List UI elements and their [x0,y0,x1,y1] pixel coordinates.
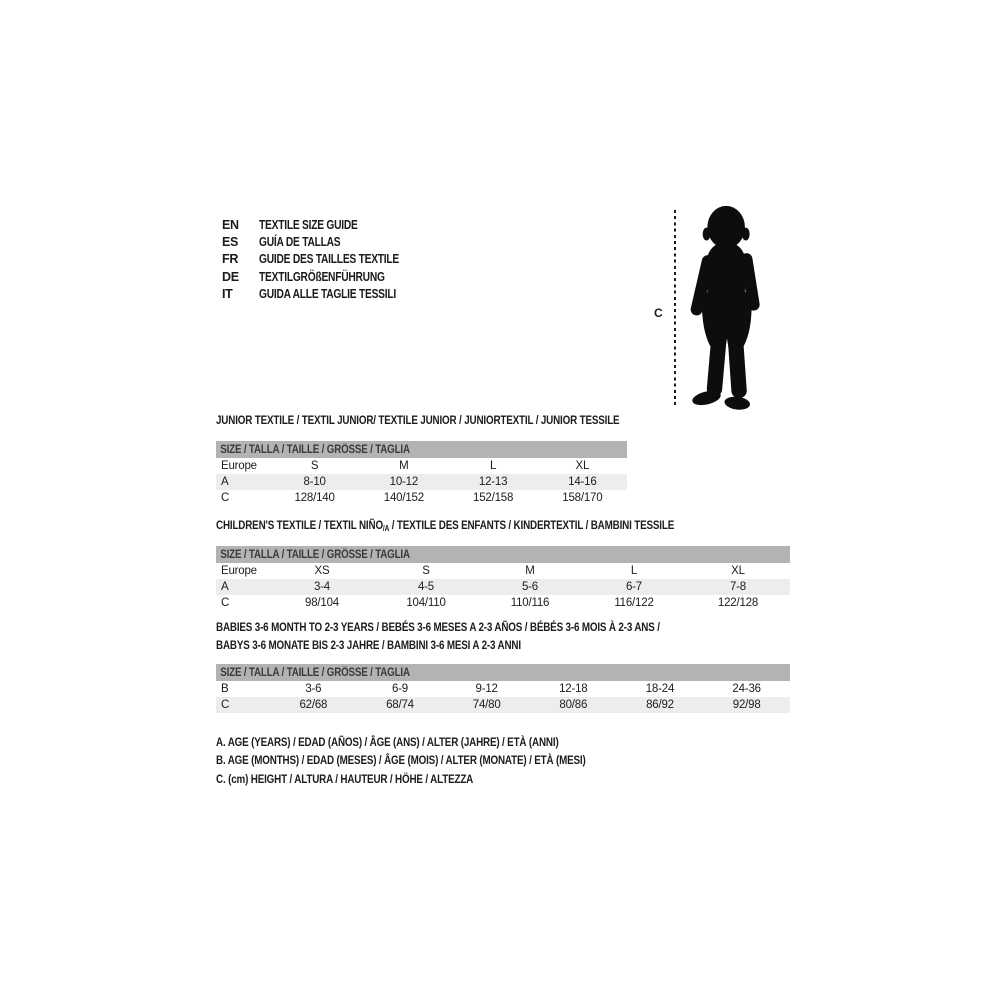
size-header-bar: SIZE / TALLA / TAILLE / GRÖSSE / TAGLIA [216,664,790,681]
lang-row-de: DE TEXTILGRÖßENFÜHRUNG [222,268,430,285]
cell: XL [575,460,590,472]
lang-row-es: ES GUÍA DE TALLAS [222,233,430,250]
lang-row-en: EN TEXTILE SIZE GUIDE [222,216,430,233]
cell: L [630,565,638,577]
toddler-silhouette-icon [690,205,760,410]
cell: 4-5 [417,581,435,593]
cell: 92/98 [732,699,761,711]
cell: 12-13 [478,476,508,488]
babies-section-title: BABIES 3-6 MONTH TO 2-3 YEARS / BEBÉS 3-… [216,620,757,656]
cell: 74/80 [472,699,501,711]
babies-title-line1: BABIES 3-6 MONTH TO 2-3 YEARS / BEBÉS 3-… [216,620,660,634]
size-header-bar: SIZE / TALLA / TAILLE / GRÖSSE / TAGLIA [216,441,627,458]
cell: 10-12 [389,476,419,488]
cell: 3-6 [305,683,322,695]
height-label-c: C [654,306,663,320]
cell: 3-4 [313,581,331,593]
height-measure-dotted-line [674,210,676,408]
table-row: Europe S M L XL [216,458,627,474]
junior-size-table: SIZE / TALLA / TAILLE / GRÖSSE / TAGLIA … [216,441,627,506]
lang-label: TEXTILGRÖßENFÜHRUNG [259,269,385,284]
row-label: Europe [221,460,257,472]
cell: 12-18 [559,683,588,695]
lang-row-fr: FR GUIDE DES TAILLES TEXTILE [222,251,430,268]
children-size-table: SIZE / TALLA / TAILLE / GRÖSSE / TAGLIA … [216,546,790,611]
size-header-text: SIZE / TALLA / TAILLE / GRÖSSE / TAGLIA [220,666,410,679]
cell: M [525,565,535,577]
row-label: Europe [221,565,257,577]
cell: 104/110 [406,597,446,609]
lang-label: GUIDA ALLE TAGLIE TESSILI [259,287,396,302]
cell: 110/116 [510,597,550,609]
children-section-title: CHILDREN'S TEXTILE / TEXTIL NIÑO/A / TEX… [216,518,775,533]
table-row: B 3-6 6-9 9-12 12-18 18-24 24-36 [216,681,790,697]
cell: 140/152 [383,492,424,504]
lang-label: GUÍA DE TALLAS [259,235,341,250]
cell: 128/140 [294,492,335,504]
size-header-text: SIZE / TALLA / TAILLE / GRÖSSE / TAGLIA [220,548,410,561]
cell: 5-6 [521,581,539,593]
lang-code: EN [222,217,239,232]
language-title-block: EN TEXTILE SIZE GUIDE ES GUÍA DE TALLAS … [222,216,430,303]
lang-code: IT [222,287,233,302]
cell: 122/128 [717,597,759,609]
cell: 24-36 [732,683,761,695]
row-label: C [221,699,230,711]
legend-notes: A. AGE (YEARS) / EDAD (AÑOS) / ÂGE (ANS)… [216,735,667,790]
babies-title-line2: BABYS 3-6 MONATE BIS 2-3 JAHRE / BAMBINI… [216,638,521,652]
row-label: C [221,597,230,609]
note-b: B. AGE (MONTHS) / EDAD (MESES) / ÂGE (MO… [216,753,586,768]
cell: 7-8 [729,581,747,593]
cell: 158/170 [562,492,603,504]
row-label: A [221,581,229,593]
cell: 62/68 [299,699,328,711]
size-header-bar: SIZE / TALLA / TAILLE / GRÖSSE / TAGLIA [216,546,790,563]
note-a: A. AGE (YEARS) / EDAD (AÑOS) / ÂGE (ANS)… [216,735,559,749]
cell: 6-7 [625,581,643,593]
cell: 6-9 [391,683,408,695]
note-c: C. (cm) HEIGHT / ALTURA / HAUTEUR / HÖHE… [216,771,474,786]
nino-a-subscript: /A [382,524,390,533]
row-label: C [221,492,230,504]
junior-section-title-text: JUNIOR TEXTILE / TEXTIL JUNIOR/ TEXTILE … [216,413,620,427]
table-row: C 98/104 104/110 110/116 116/122 122/128 [216,595,790,611]
cell: 18-24 [645,683,675,695]
cell: 116/122 [614,597,654,609]
lang-code: ES [222,235,239,250]
cell: 8-10 [303,476,326,488]
cell: 80/86 [559,699,588,711]
table-row: Europe XS S M L XL [216,563,790,579]
cell: S [422,565,430,577]
cell: M [399,460,409,472]
table-row: C 128/140 140/152 152/158 158/170 [216,490,627,506]
cell: XS [314,565,330,577]
size-header-text: SIZE / TALLA / TAILLE / GRÖSSE / TAGLIA [220,443,410,456]
cell: 98/104 [305,597,339,609]
row-label: A [221,476,229,488]
lang-code: DE [222,269,239,284]
table-row: A 3-4 4-5 5-6 6-7 7-8 [216,579,790,595]
junior-section-title: JUNIOR TEXTILE / TEXTIL JUNIOR/ TEXTILE … [216,413,708,427]
cell: 14-16 [568,476,597,488]
cell: L [490,460,497,472]
cell: 86/92 [646,699,674,711]
table-row: A 8-10 10-12 12-13 14-16 [216,474,627,490]
lang-code: FR [222,252,239,267]
children-section-title-text: CHILDREN'S TEXTILE / TEXTIL NIÑO/A / TEX… [216,518,675,533]
cell: 9-12 [475,683,498,695]
lang-label: TEXTILE SIZE GUIDE [259,217,358,232]
cell: S [310,460,319,472]
lang-label: GUIDE DES TAILLES TEXTILE [259,252,400,267]
babies-size-table: SIZE / TALLA / TAILLE / GRÖSSE / TAGLIA … [216,664,790,713]
cell: 152/158 [473,492,514,504]
cell: 68/74 [386,699,414,711]
row-label: B [221,683,229,695]
table-row: C 62/68 68/74 74/80 80/86 86/92 92/98 [216,697,790,713]
lang-row-it: IT GUIDA ALLE TAGLIE TESSILI [222,286,430,303]
cell: XL [731,565,745,577]
